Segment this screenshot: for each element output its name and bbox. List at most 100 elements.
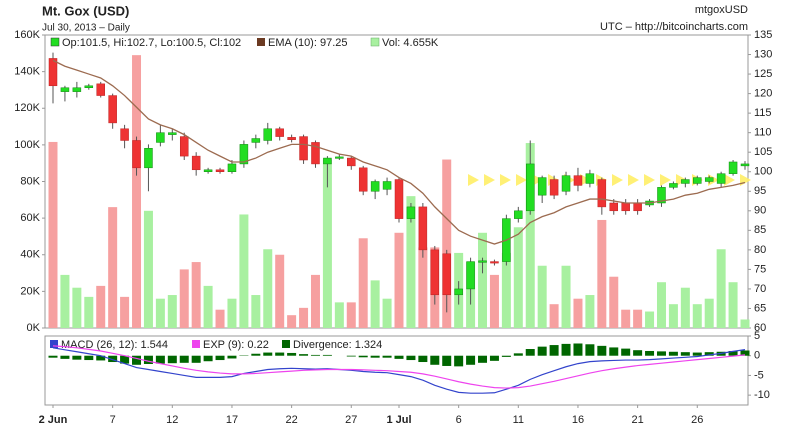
marker-arrow — [468, 174, 479, 186]
divergence-bar — [120, 355, 130, 364]
volume-bar — [132, 55, 142, 329]
divergence-bar — [322, 354, 332, 356]
divergence-bar — [227, 355, 237, 359]
divergence-bar — [143, 355, 153, 364]
volume-bar — [537, 265, 547, 328]
divergence-bar — [585, 344, 595, 356]
y2-tick-label: 90 — [754, 205, 766, 217]
candle-body — [144, 148, 153, 169]
volume-bar — [704, 298, 714, 328]
divergence-bar — [132, 355, 142, 365]
marker-arrow — [484, 174, 495, 186]
y-tick-label: 60K — [20, 212, 40, 224]
volume-bar — [108, 207, 118, 328]
volume-bar — [155, 298, 165, 328]
candle-body — [597, 179, 607, 208]
y2-tick-label: 120 — [754, 88, 772, 100]
volume-bar — [489, 274, 499, 328]
divergence-bar — [382, 355, 392, 358]
divergence-bar — [108, 355, 118, 363]
candle-body — [657, 187, 666, 204]
divergence-bar — [287, 352, 297, 356]
divergence-bar — [597, 345, 607, 356]
divergence-bar — [167, 355, 177, 364]
candle-body — [120, 128, 129, 141]
x-tick-label: 26 — [691, 414, 703, 426]
volume-bar — [442, 159, 452, 328]
macd-line — [52, 347, 746, 394]
y-tick-label: 80K — [20, 175, 40, 187]
chart-title: Mt. Gox (USD) — [42, 3, 129, 18]
candle-body — [490, 261, 499, 264]
marker-arrow — [740, 174, 751, 186]
x-tick-label: 7 — [110, 414, 116, 426]
divergence-bar — [263, 352, 273, 356]
divergence-bar — [454, 355, 464, 367]
y2-tick-label: 100 — [754, 166, 772, 178]
volume-bar — [656, 282, 666, 328]
y-tick-label: 120K — [14, 102, 40, 114]
macd-frame — [44, 335, 749, 406]
candle-body — [179, 136, 189, 157]
legend-swatch — [282, 340, 290, 348]
legend-swatch — [50, 37, 60, 47]
divergence-bar — [394, 355, 404, 359]
volume-bar — [740, 319, 750, 328]
divergence-bar — [370, 355, 380, 358]
chart-subtitle: Jul 30, 2013 – Daily — [42, 23, 130, 34]
volume-bar — [143, 210, 153, 328]
divergence-bar — [48, 355, 58, 358]
divergence-bar — [275, 352, 285, 356]
y2-tick-label: 80 — [754, 244, 766, 256]
marker-arrow — [644, 174, 655, 186]
marker-arrow — [724, 174, 735, 186]
y-tick-label: 20K — [20, 285, 40, 297]
divergence-bar — [645, 350, 655, 356]
macd-tick-label: -10 — [754, 389, 770, 401]
candle-body — [478, 260, 487, 263]
divergence-bar — [299, 354, 309, 356]
divergence-bar — [72, 355, 82, 360]
macd-tick-label: 0 — [754, 350, 760, 362]
divergence-bar — [501, 355, 511, 357]
y2-tick-label: 110 — [754, 127, 772, 139]
candle-body — [681, 179, 690, 184]
candle-body — [466, 261, 475, 290]
y2-tick-label: 130 — [754, 48, 772, 60]
divergence-bar — [203, 355, 213, 362]
divergence-bar — [549, 345, 559, 356]
volume-bar — [585, 295, 595, 328]
candle-body — [370, 181, 380, 192]
y2-tick-label: 115 — [754, 107, 772, 119]
volume-bar — [394, 232, 404, 328]
legend-volume: Vol: 4.655K — [382, 37, 439, 49]
divergence-bar — [668, 351, 678, 356]
y2-tick-label: 70 — [754, 283, 766, 295]
source: UTC – http://bitcoincharts.com — [600, 21, 748, 33]
marker-arrow — [516, 174, 527, 186]
y2-tick-label: 95 — [754, 185, 766, 197]
divergence-bar — [656, 351, 666, 356]
volume-bar — [215, 309, 225, 328]
x-tick-label: 21 — [631, 414, 643, 426]
divergence-bar — [418, 355, 428, 363]
candle-body — [573, 175, 583, 186]
candle-body — [263, 128, 273, 141]
candle-body — [311, 142, 320, 165]
divergence-bar — [513, 353, 523, 356]
candle-body — [454, 288, 463, 296]
volume-bar — [525, 143, 535, 328]
divergence-bar — [692, 352, 702, 356]
y2-tick-label: 75 — [754, 263, 766, 275]
volume-bar — [728, 282, 738, 328]
volume-bar — [406, 196, 416, 328]
legend-swatch — [370, 37, 380, 47]
candle-body — [191, 155, 201, 171]
candle-body — [740, 163, 750, 167]
divergence-bar — [728, 350, 738, 356]
candle-body — [669, 183, 678, 188]
candle-body — [215, 169, 225, 172]
volume-bar — [621, 309, 631, 328]
y2-tick-label: 135 — [754, 29, 772, 41]
